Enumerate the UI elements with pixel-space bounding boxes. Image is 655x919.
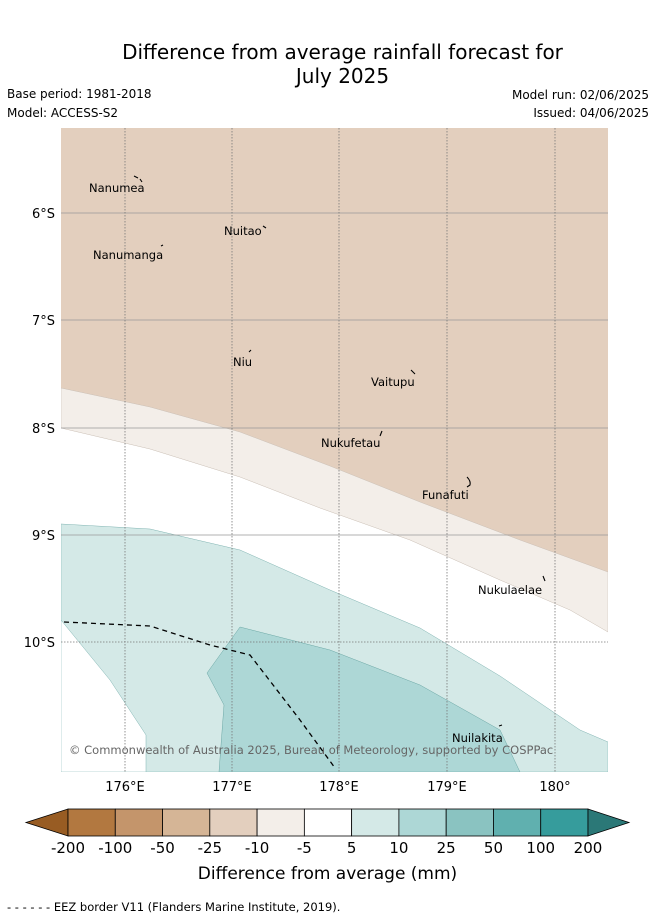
lon-label-179e: 179°E xyxy=(427,780,467,795)
colorbar-tick-label: -5 xyxy=(297,839,312,857)
island-shape-niu xyxy=(248,349,252,353)
island-label-niu: Niu xyxy=(233,355,252,369)
island-label-nuitao: Nuitao xyxy=(224,224,262,238)
model-run: Model run: 02/06/2025 xyxy=(511,88,649,102)
island-shape-nanumea xyxy=(133,175,143,183)
lat-label-10s: 10°S xyxy=(24,636,55,651)
region-wetter-5-10 xyxy=(61,523,608,772)
island-label-nuilakita: Nuilakita xyxy=(452,731,503,745)
colorbar-extension-left xyxy=(24,808,69,837)
island-shape-nukufetau xyxy=(379,430,383,437)
lon-label-177e: 177°E xyxy=(212,780,252,795)
chart-title: Difference from average rainfall forecas… xyxy=(0,40,655,88)
colorbar-swatch xyxy=(162,808,211,837)
colorbar: -200 -100 -50 -25 -10 -5 5 10 25 50 100 200 xyxy=(24,808,631,857)
colorbar-extension-right xyxy=(587,808,631,837)
colorbar-swatch xyxy=(493,808,542,837)
colorbar-tick-label: 200 xyxy=(574,839,603,857)
rainfall-map: Nanumea Nuitao Nanumanga Niu Vaitupu Nuk… xyxy=(24,128,608,795)
island-labels: Nanumea Nuitao Nanumanga Niu Vaitupu Nuk… xyxy=(89,181,542,745)
island-shapes xyxy=(133,175,546,727)
island-label-funafuti: Funafuti xyxy=(422,488,469,502)
colorbar-swatch xyxy=(67,808,116,837)
lat-label-8s: 8°S xyxy=(32,422,55,437)
colorbar-tick-label: 50 xyxy=(484,839,503,857)
island-label-nanumanga: Nanumanga xyxy=(93,248,163,262)
colorbar-tick-label: 100 xyxy=(526,839,555,857)
island-shape-nukulaelae xyxy=(542,575,546,582)
colorbar-label: Difference from average (mm) xyxy=(197,864,458,884)
lon-label-178e: 178°E xyxy=(319,780,359,795)
map-regions xyxy=(61,128,608,772)
lat-label-9s: 9°S xyxy=(32,529,55,544)
latitude-labels: 6°S 7°S 8°S 9°S 10°S xyxy=(24,207,55,651)
colorbar-swatch xyxy=(209,808,258,837)
longitude-labels: 176°E 177°E 178°E 179°E 180° xyxy=(105,780,570,795)
region-drier-10-25 xyxy=(61,128,608,572)
colorbar-tick-label: 25 xyxy=(437,839,456,857)
region-wetter-10-25 xyxy=(206,626,521,772)
colorbar-tick-label: -25 xyxy=(198,839,223,857)
colorbar-tick-label: -10 xyxy=(245,839,270,857)
lon-label-176e: 176°E xyxy=(105,780,145,795)
colorbar-tick-labels: -200 -100 -50 -25 -10 -5 5 10 25 50 100 200 xyxy=(51,839,602,857)
issued-date: Issued: 04/06/2025 xyxy=(533,106,649,120)
lat-label-6s: 6°S xyxy=(32,207,55,222)
title-line-2: July 2025 xyxy=(295,64,390,88)
colorbar-tick-label: -100 xyxy=(98,839,132,857)
island-shape-nanumanga xyxy=(160,244,164,247)
island-shape-vaitupu xyxy=(410,369,416,375)
island-label-nanumea: Nanumea xyxy=(89,181,145,195)
eez-border xyxy=(63,621,336,769)
colorbar-tick-label: 10 xyxy=(389,839,408,857)
island-shape-nuilakita xyxy=(498,724,503,727)
colorbar-tick-label: -200 xyxy=(51,839,85,857)
title-line-1: Difference from average rainfall forecas… xyxy=(122,40,563,64)
colorbar-swatch xyxy=(303,808,353,837)
colorbar-swatch xyxy=(398,808,447,837)
lat-label-7s: 7°S xyxy=(32,314,55,329)
colorbar-swatch xyxy=(256,808,305,837)
colorbar-swatch xyxy=(445,808,494,837)
island-label-nukufetau: Nukufetau xyxy=(321,436,380,450)
island-shape-funafuti xyxy=(466,476,471,488)
island-label-vaitupu: Vaitupu xyxy=(371,375,415,389)
colorbar-swatch xyxy=(351,808,400,837)
base-period: Base period: 1981-2018 xyxy=(7,87,152,101)
colorbar-swatch xyxy=(114,808,163,837)
colorbar-swatch xyxy=(540,808,589,837)
island-shape-nuitao xyxy=(262,225,267,229)
eez-legend: - - - - - - EEZ border V11 (Flanders Mar… xyxy=(7,900,341,914)
colorbar-tick-label: -50 xyxy=(150,839,175,857)
colorbar-swatches xyxy=(24,808,631,837)
colorbar-tick-label: 5 xyxy=(347,839,357,857)
model-name: Model: ACCESS-S2 xyxy=(7,106,119,120)
gridlines xyxy=(61,128,608,772)
copyright-notice: © Commonwealth of Australia 2025, Bureau… xyxy=(69,743,553,757)
lon-label-180: 180° xyxy=(539,780,570,795)
region-drier-5-10 xyxy=(61,387,608,633)
island-label-nukulaelae: Nukulaelae xyxy=(478,583,542,597)
